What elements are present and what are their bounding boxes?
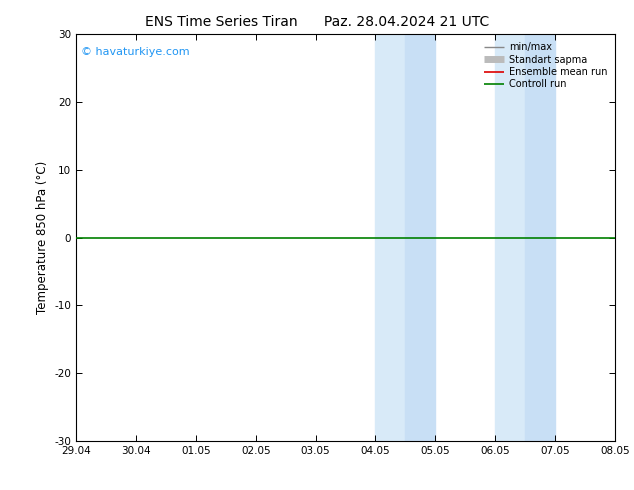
Text: © havaturkiye.com: © havaturkiye.com (81, 47, 190, 56)
Bar (405, 34, 436, 441)
Bar (525, 34, 555, 441)
Bar (495, 34, 525, 441)
Bar (375, 34, 405, 441)
Legend: min/max, Standart sapma, Ensemble mean run, Controll run: min/max, Standart sapma, Ensemble mean r… (481, 38, 611, 93)
Y-axis label: Temperature 850 hPa (°C): Temperature 850 hPa (°C) (36, 161, 49, 314)
Text: ENS Time Series Tiran      Paz. 28.04.2024 21 UTC: ENS Time Series Tiran Paz. 28.04.2024 21… (145, 15, 489, 29)
